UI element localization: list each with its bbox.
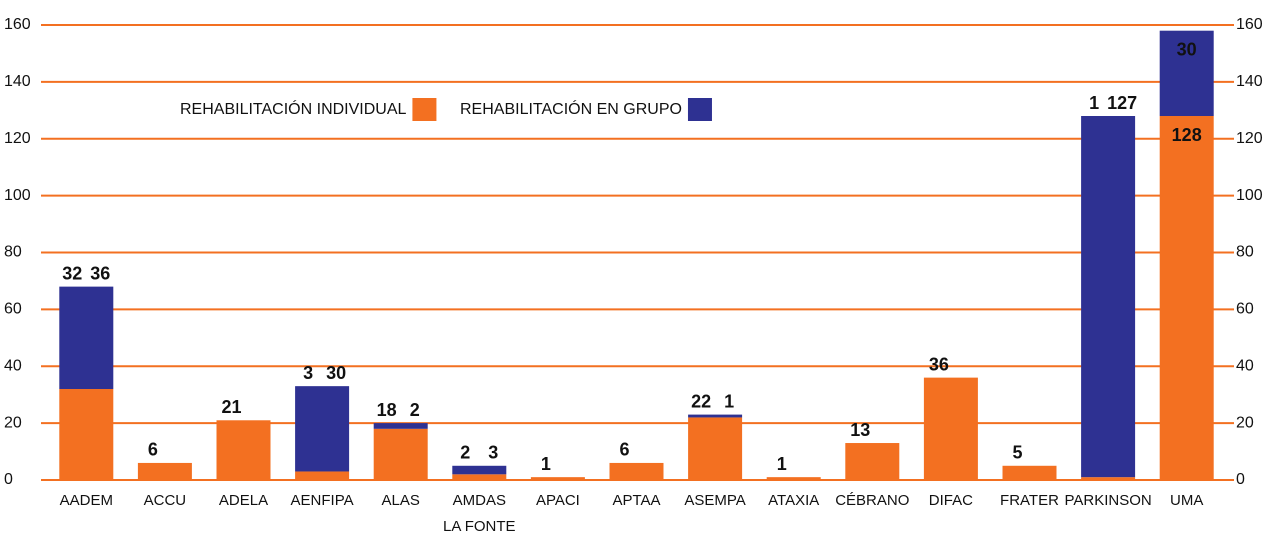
bar-segment xyxy=(295,471,350,480)
x-tick-label: ADELA xyxy=(218,492,269,509)
legend-swatch xyxy=(687,98,712,121)
x-tick-label: ALAS xyxy=(381,492,420,509)
x-tick-label: ASEMPA xyxy=(684,492,746,509)
value-label: 36 xyxy=(90,263,110,283)
value-label: 36 xyxy=(929,354,949,374)
y2-tick-label: 140 xyxy=(1236,73,1263,90)
bar-segment xyxy=(137,462,192,480)
legend-swatch xyxy=(412,98,437,121)
legend-label: REHABILITACIÓN EN GRUPO xyxy=(460,99,682,118)
bar-segment xyxy=(845,443,900,480)
y2-tick-label: 120 xyxy=(1236,130,1263,147)
value-label: 128 xyxy=(1172,125,1202,145)
y2-tick-label: 60 xyxy=(1236,301,1254,318)
bar-segment xyxy=(59,389,114,480)
bar-segment xyxy=(295,386,350,472)
x-tick-label: DIFAC xyxy=(928,492,973,509)
x-tick-label: AMDAS LA FONTE xyxy=(443,492,516,535)
value-label: 5 xyxy=(1012,443,1022,463)
bar-segment xyxy=(216,420,271,480)
bar-segment xyxy=(59,286,114,389)
x-tick-label: CÉBRANO xyxy=(835,492,910,509)
value-label: 30 xyxy=(1177,39,1197,59)
value-label: 127 xyxy=(1107,93,1137,113)
bar-segment xyxy=(688,414,743,418)
x-tick-label: FRATER xyxy=(1000,492,1059,509)
value-label: 1 xyxy=(777,454,787,474)
y-tick-label: 20 xyxy=(4,414,22,431)
value-label: 1 xyxy=(724,391,734,411)
bar-segment xyxy=(373,423,428,429)
value-label: 6 xyxy=(148,440,158,460)
value-label: 1 xyxy=(541,454,551,474)
bar-segment xyxy=(1159,30,1214,116)
y-tick-label: 40 xyxy=(4,357,22,374)
legend-label: REHABILITACIÓN INDIVIDUAL xyxy=(180,99,407,118)
bar-segment xyxy=(530,477,585,480)
y2-tick-label: 20 xyxy=(1236,414,1254,431)
y-tick-label: 100 xyxy=(4,187,31,204)
x-tick-label: APACI xyxy=(535,492,580,509)
value-label: 6 xyxy=(619,440,629,460)
bar-segment xyxy=(373,428,428,480)
bar-segment xyxy=(609,462,664,480)
bar-segment xyxy=(1081,477,1136,480)
value-label: 1 xyxy=(1089,93,1099,113)
y2-tick-label: 0 xyxy=(1236,471,1245,488)
y2-tick-label: 100 xyxy=(1236,187,1263,204)
bar-segment xyxy=(1002,465,1057,480)
x-tick-label: AENFIPA xyxy=(290,492,354,509)
value-label: 3 xyxy=(488,443,498,463)
value-label: 2 xyxy=(460,443,470,463)
y2-tick-label: 160 xyxy=(1236,16,1263,33)
y-tick-label: 0 xyxy=(4,471,13,488)
bar-segment xyxy=(452,474,507,480)
bar-segment xyxy=(1081,116,1136,478)
x-tick-label: ATAXIA xyxy=(768,492,820,509)
bar-segment xyxy=(688,417,743,480)
y-tick-label: 120 xyxy=(4,130,31,147)
value-label: 18 xyxy=(377,400,397,420)
bar-segment xyxy=(923,377,978,480)
x-tick-label: APTAA xyxy=(612,492,661,509)
x-tick-label: PARKINSON xyxy=(1064,492,1152,509)
bar-segment xyxy=(452,465,507,475)
value-label: 30 xyxy=(326,363,346,383)
value-label: 3 xyxy=(303,363,313,383)
y-tick-label: 140 xyxy=(4,73,31,90)
bar-segment xyxy=(1159,116,1214,480)
y2-tick-label: 40 xyxy=(1236,357,1254,374)
y-tick-label: 60 xyxy=(4,301,22,318)
value-label: 2 xyxy=(410,400,420,420)
x-tick-label: UMA xyxy=(1170,492,1204,509)
bar-segment xyxy=(766,477,821,480)
value-label: 32 xyxy=(62,263,82,283)
y-tick-label: 80 xyxy=(4,244,22,261)
y2-tick-label: 80 xyxy=(1236,244,1254,261)
x-tick-label: AADEM xyxy=(59,492,113,509)
value-label: 22 xyxy=(691,391,711,411)
value-label: 21 xyxy=(221,397,241,417)
x-tick-label: ACCU xyxy=(143,492,187,509)
value-label: 13 xyxy=(850,420,870,440)
y-tick-label: 160 xyxy=(4,16,31,33)
